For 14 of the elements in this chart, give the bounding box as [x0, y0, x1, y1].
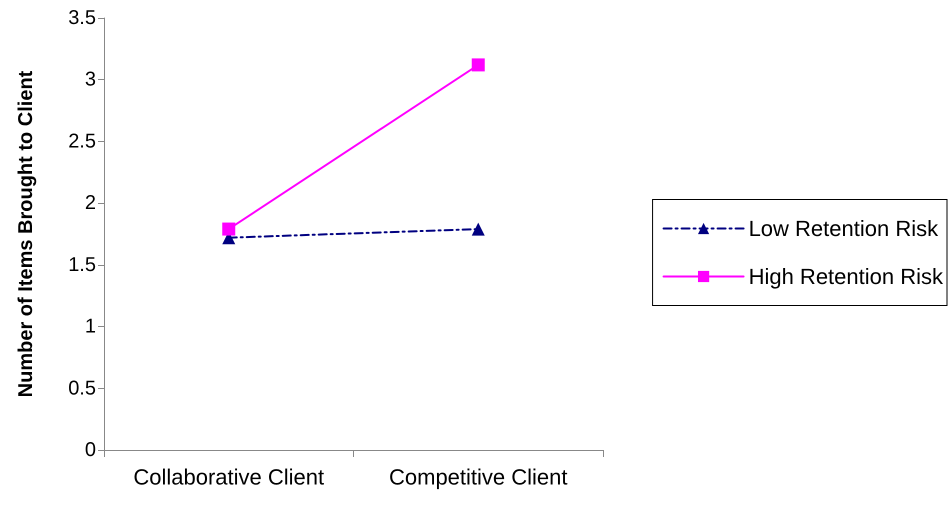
y-axis-title: Number of Items Brought to Client — [15, 70, 37, 398]
y-tick-label: 2 — [84, 192, 96, 214]
legend-label: High Retention Risk — [748, 264, 944, 289]
x-tick-label: Competitive Client — [388, 464, 568, 490]
legend-label: Low Retention Risk — [748, 216, 940, 241]
point — [472, 58, 485, 72]
y-tick-label: 0.5 — [68, 377, 96, 400]
y-tick-label: 1.5 — [68, 254, 96, 276]
y-tick-label: 2.5 — [68, 130, 96, 152]
y-tick-label: 0 — [84, 439, 96, 461]
x-tick-label: Collaborative Client — [133, 464, 324, 490]
y-tick-label: 3.5 — [68, 7, 96, 29]
y-tick-label: 3 — [84, 68, 96, 91]
y-tick-label: 1 — [84, 316, 96, 338]
